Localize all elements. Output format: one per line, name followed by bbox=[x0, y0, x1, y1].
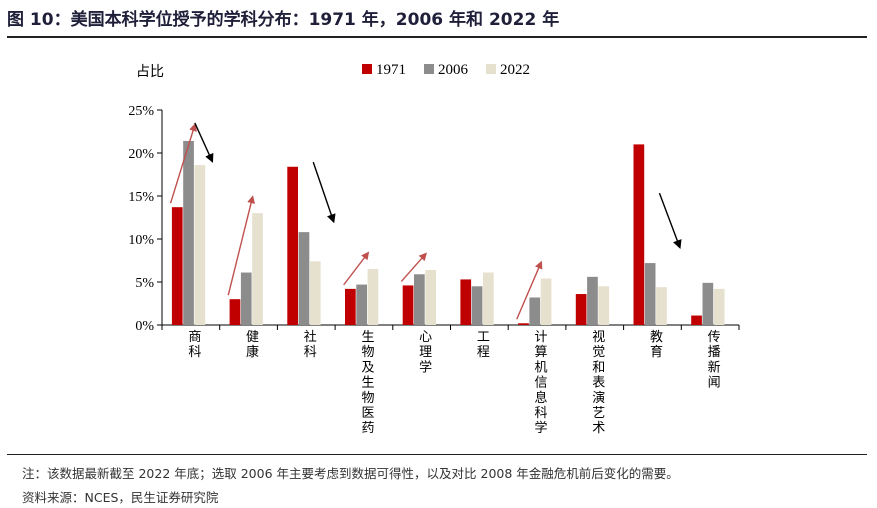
bar-2022 bbox=[713, 288, 725, 325]
trend-up-arrow bbox=[516, 260, 543, 320]
bar-2006 bbox=[356, 284, 367, 325]
category-label: 心理学 bbox=[419, 330, 432, 375]
bar-2006 bbox=[529, 297, 541, 325]
bar-2006 bbox=[587, 276, 598, 325]
chart-title: 图 10：美国本科学位授予的学科分布：1971 年，2006 年和 2022 年 bbox=[7, 10, 560, 30]
bottom-divider bbox=[7, 454, 867, 455]
trend-down-arrow bbox=[658, 192, 682, 250]
legend-swatch-1971 bbox=[362, 64, 372, 74]
footnote: 注：该数据最新截至 2022 年底；选取 2006 年主要考虑到数据可得性，以及… bbox=[22, 466, 679, 481]
bar-1971 bbox=[633, 144, 645, 325]
bar-2022 bbox=[483, 272, 494, 325]
category-label: 视觉和表演艺术 bbox=[592, 330, 605, 436]
top-divider bbox=[7, 36, 867, 38]
y-tick-label: 20% bbox=[128, 147, 154, 162]
bar-2022 bbox=[598, 286, 610, 325]
y-tick-label: 25% bbox=[128, 104, 154, 119]
bar-2006 bbox=[240, 272, 252, 325]
bar-1971 bbox=[287, 166, 298, 325]
legend-label: 1971 bbox=[376, 62, 406, 78]
trend-down-arrow bbox=[194, 122, 214, 163]
category-label: 商科 bbox=[188, 330, 201, 360]
bar-1971 bbox=[518, 323, 529, 325]
bar-2022 bbox=[252, 213, 263, 325]
y-tick-label: 0% bbox=[135, 319, 154, 334]
trend-up-arrow bbox=[169, 123, 197, 204]
bar-1971 bbox=[345, 288, 356, 325]
legend-swatch-2006 bbox=[424, 64, 434, 74]
bar-2006 bbox=[702, 282, 714, 325]
bar-1971 bbox=[691, 315, 702, 325]
bar-2006 bbox=[414, 274, 425, 325]
bar-2006 bbox=[298, 232, 310, 325]
category-label: 社科 bbox=[304, 329, 317, 360]
bar-2022 bbox=[367, 269, 379, 325]
legend-label: 2006 bbox=[438, 62, 469, 78]
category-label: 教育 bbox=[650, 329, 663, 360]
bar-1971 bbox=[402, 285, 414, 325]
trend-up-arrow bbox=[343, 251, 370, 286]
source-line: 资料来源：NCES，民生证券研究院 bbox=[22, 490, 219, 505]
bar-1971 bbox=[171, 207, 183, 325]
category-label: 工程 bbox=[477, 330, 490, 360]
bar-1971 bbox=[575, 294, 587, 325]
y-tick-label: 15% bbox=[128, 190, 154, 205]
category-label: 健康 bbox=[246, 330, 259, 360]
bar-2006 bbox=[644, 263, 656, 325]
category-label: 传播新闻 bbox=[708, 330, 721, 391]
legend-swatch-2022 bbox=[486, 64, 496, 74]
trend-up-arrow bbox=[227, 195, 255, 296]
bar-2022 bbox=[425, 269, 436, 325]
bar-2006 bbox=[471, 286, 483, 325]
bar-1971 bbox=[460, 279, 472, 325]
bar-2006 bbox=[183, 140, 194, 325]
legend-label: 2022 bbox=[500, 62, 530, 78]
category-label: 生物及生物医药 bbox=[361, 330, 374, 436]
bar-2022 bbox=[656, 287, 667, 325]
y-tick-label: 5% bbox=[135, 276, 154, 291]
bar-1971 bbox=[229, 299, 241, 325]
bar-2022 bbox=[309, 261, 321, 325]
y-axis-label: 占比 bbox=[136, 64, 164, 80]
y-tick-label: 10% bbox=[128, 233, 154, 248]
bar-2022 bbox=[194, 165, 206, 325]
bar-2022 bbox=[540, 278, 552, 325]
category-label: 计算机信息科学 bbox=[535, 330, 548, 436]
trend-down-arrow bbox=[312, 161, 336, 224]
trend-up-arrow bbox=[400, 252, 427, 282]
